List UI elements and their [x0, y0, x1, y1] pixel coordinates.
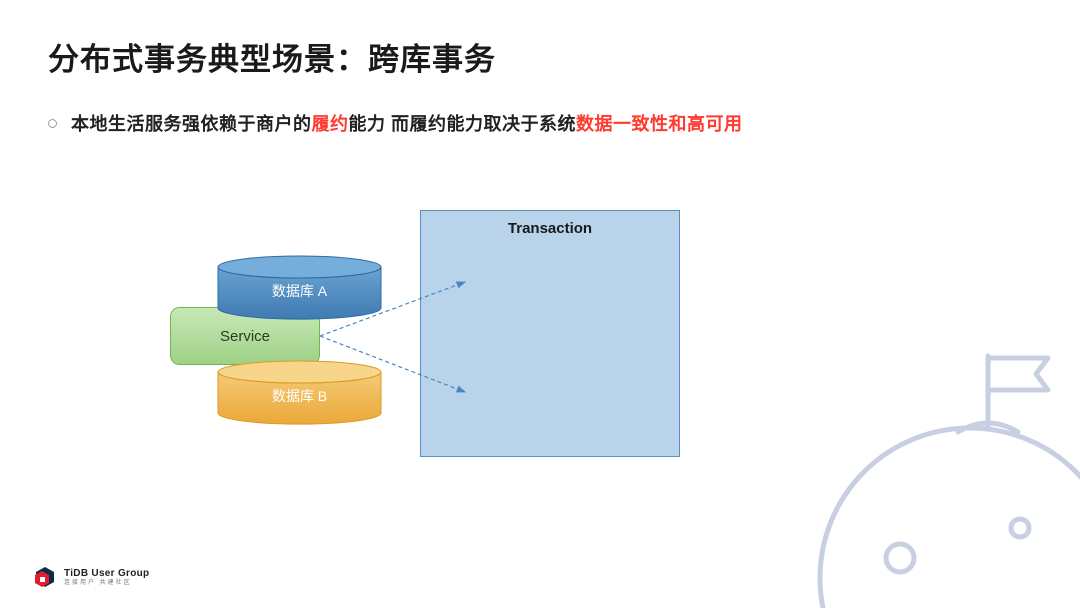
architecture-diagram: Transaction Service [170, 210, 690, 465]
database-a: 数据库 A [217, 255, 382, 320]
transaction-title: Transaction [420, 220, 680, 237]
slide-title: 分布式事务典型场景：跨库事务 [48, 34, 496, 79]
database-b: 数据库 B [217, 360, 382, 425]
transaction-container [420, 210, 680, 457]
database-b-label: 数据库 B [217, 360, 382, 425]
svg-text:Service: Service [220, 328, 270, 345]
logo-subtitle: 连接用户 共建社区 [64, 580, 149, 587]
bullet-marker-icon [48, 119, 57, 128]
logo-mark-icon [34, 566, 56, 588]
logo-title: TiDB User Group [64, 568, 149, 579]
database-a-label: 数据库 A [217, 255, 382, 320]
bullet-item: 本地生活服务强依赖于商户的履约能力 而履约能力取决于系统数据一致性和高可用 [48, 110, 743, 136]
bullet-text: 本地生活服务强依赖于商户的履约能力 而履约能力取决于系统数据一致性和高可用 [71, 110, 743, 136]
planet-decoration-icon [760, 328, 1080, 608]
footer-logo: TiDB User Group 连接用户 共建社区 [34, 566, 149, 588]
